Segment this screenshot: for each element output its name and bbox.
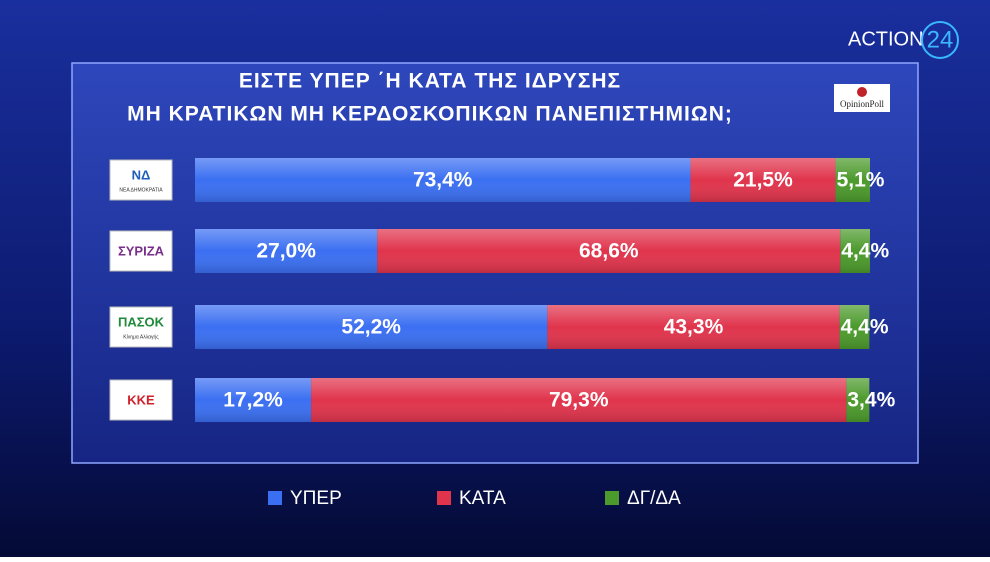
category-subtitle: Κίνημα Αλλαγής: [123, 333, 159, 340]
value-label: 79,3%: [549, 389, 609, 412]
value-label: 21,5%: [733, 169, 793, 192]
value-label: 27,0%: [256, 240, 316, 263]
legend-swatch: [605, 491, 619, 505]
brand-number: 24: [927, 26, 954, 53]
category-label: ΠΑΣΟΚ: [118, 314, 165, 329]
legend-label: ΔΓ/ΔΑ: [627, 488, 681, 509]
bar-shine: [839, 305, 870, 349]
bar-shine: [311, 378, 847, 422]
logo-box: [109, 306, 173, 348]
legend-swatch: [268, 491, 282, 505]
value-label: 3,4%: [847, 389, 895, 412]
value-label: 4,4%: [841, 316, 889, 339]
source-icon: [857, 87, 867, 97]
bar-shine: [195, 378, 312, 422]
value-label: 68,6%: [579, 240, 639, 263]
value-label: 17,2%: [223, 389, 283, 412]
category-label: ΣΥΡΙΖΑ: [118, 243, 165, 258]
value-label: 73,4%: [413, 169, 473, 192]
category-subtitle: ΝΕΑ ΔΗΜΟΚΡΑΤΙΑ: [119, 187, 163, 193]
value-label: 52,2%: [341, 316, 401, 339]
brand-circle: [921, 21, 959, 59]
legend-label: ΚΑΤΑ: [459, 488, 506, 509]
bar-shine: [377, 229, 841, 273]
logo-box: [109, 379, 173, 421]
bar-shine: [547, 305, 840, 349]
legend-swatch: [437, 491, 451, 505]
bar-shine: [835, 158, 870, 202]
category-label: ΝΔ: [132, 167, 151, 182]
value-label: 43,3%: [664, 316, 724, 339]
logo-box: [109, 230, 173, 272]
bar-shine: [195, 305, 548, 349]
legend-label: ΥΠΕΡ: [290, 488, 342, 509]
bar-shine: [840, 229, 870, 273]
title-line: ΜΗ ΚΡΑΤΙΚΩΝ ΜΗ ΚΕΡΔΟΣΚΟΠΙΚΩΝ ΠΑΝΕΠΙΣΤΗΜΙ…: [127, 103, 733, 126]
title-line: ΕΙΣΤΕ ΥΠΕΡ ΄Η ΚΑΤΑ ΤΗΣ ΙΔΡΥΣΗΣ: [239, 70, 621, 93]
category-label: ΚΚΕ: [127, 392, 155, 407]
brand: ACTION: [848, 28, 924, 50]
bar-shine: [195, 158, 691, 202]
bar-shine: [195, 229, 378, 273]
bar-shine: [846, 378, 870, 422]
value-label: 5,1%: [837, 169, 885, 192]
value-label: 4,4%: [841, 240, 889, 263]
bar-shine: [690, 158, 836, 202]
logo-box: [109, 159, 173, 201]
source: OpinionPoll: [840, 99, 885, 109]
